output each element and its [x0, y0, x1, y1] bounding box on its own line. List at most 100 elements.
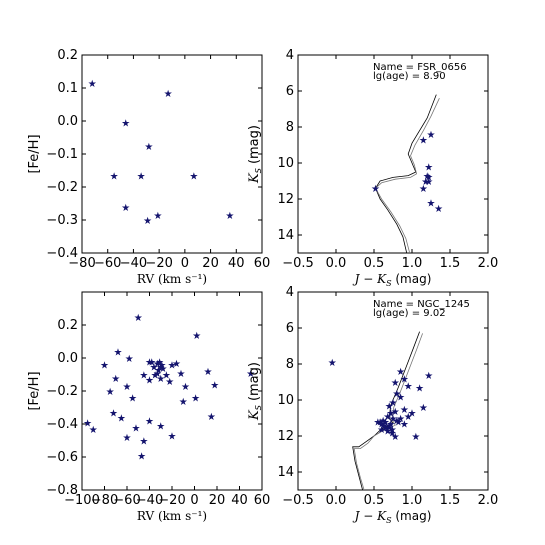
data-point-star: ★	[388, 425, 397, 436]
data-point-star: ★	[153, 211, 162, 222]
data-point-star: ★	[179, 397, 188, 408]
y-axis-label: [Fe/H]	[27, 134, 42, 173]
data-point-star: ★	[424, 163, 433, 174]
data-point-star: ★	[392, 389, 401, 400]
data-point-star: ★	[157, 361, 166, 372]
data-point-star: ★	[379, 421, 388, 432]
x-tick-label: −60	[94, 256, 121, 271]
data-point-star: ★	[419, 184, 428, 195]
x-tick-label: −80	[68, 256, 95, 271]
y-tick-label: 6	[286, 84, 294, 99]
data-point-star: ★	[156, 422, 165, 433]
data-point-star: ★	[83, 418, 92, 429]
data-point-star: ★	[147, 357, 156, 368]
y-tick-label: 12	[277, 192, 294, 207]
data-point-star: ★	[156, 362, 165, 373]
x-tick-label: −60	[113, 493, 140, 508]
x-tick-label: −20	[158, 493, 185, 508]
data-point-star: ★	[381, 423, 390, 434]
data-point-star: ★	[191, 394, 200, 405]
data-point-star: ★	[392, 416, 401, 427]
y-tick-label: 6	[286, 321, 294, 336]
data-point-star: ★	[427, 130, 436, 141]
data-point-star: ★	[155, 357, 164, 368]
data-point-star: ★	[421, 177, 430, 188]
y-tick-label: −0.2	[46, 180, 78, 195]
data-point-star: ★	[383, 412, 392, 423]
data-point-star: ★	[100, 361, 109, 372]
data-point-star: ★	[153, 369, 162, 380]
y-tick-label: 10	[277, 393, 294, 408]
x-tick-label: 1.5	[440, 256, 461, 271]
y-tick-label: 14	[277, 228, 294, 243]
cluster-annotation: lg(age) = 8.90	[373, 71, 446, 82]
y-tick-label: 0.2	[57, 48, 78, 63]
data-point-star: ★	[172, 359, 181, 370]
x-axis-label: RV (km s⁻¹)	[137, 272, 207, 286]
data-point-star: ★	[396, 392, 405, 403]
y-tick-label: −0.3	[46, 213, 78, 228]
data-point-star: ★	[383, 427, 392, 438]
data-point-star: ★	[137, 451, 146, 462]
isochrone-curve	[375, 98, 440, 189]
x-tick-label: 2.0	[478, 493, 499, 508]
data-point-star: ★	[89, 425, 98, 436]
data-point-star: ★	[150, 362, 159, 373]
x-tick-label: 0.5	[364, 256, 385, 271]
isochrone-curve	[352, 435, 375, 491]
data-point-star: ★	[389, 398, 398, 409]
isochrone-curve	[375, 188, 408, 254]
y-tick-label: −0.8	[46, 483, 78, 498]
data-point-star: ★	[225, 211, 234, 222]
panel-cmd-top: −0.5 0.0 0.5 1.0 1.5 2.0 4 6 8 10 12 14 J − KS (mag)…	[247, 48, 498, 288]
data-point-star: ★	[154, 366, 163, 377]
x-tick-label: 1.0	[402, 493, 423, 508]
data-point-star: ★	[424, 173, 433, 184]
data-point-star: ★	[204, 367, 213, 378]
data-point-star: ★	[411, 432, 420, 443]
isochrone-curve	[373, 333, 423, 437]
x-tick-label: 0	[190, 493, 198, 508]
data-point-star: ★	[396, 367, 405, 378]
y-tick-label: 0.2	[57, 318, 78, 333]
data-point-star: ★	[391, 432, 400, 443]
x-tick-label: 2.0	[478, 256, 499, 271]
x-tick-label: −100	[64, 493, 100, 508]
data-point-star: ★	[404, 382, 413, 393]
data-point-star: ★	[385, 423, 394, 434]
data-point-star: ★	[385, 421, 394, 432]
data-point-star: ★	[121, 119, 130, 130]
data-point-star: ★	[151, 371, 160, 382]
data-point-star: ★	[396, 414, 405, 425]
data-point-star: ★	[424, 371, 433, 382]
data-point-star: ★	[168, 432, 177, 443]
data-point-star: ★	[123, 433, 132, 444]
data-point-star: ★	[246, 369, 255, 380]
data-point-star: ★	[106, 387, 115, 398]
data-point-star: ★	[121, 203, 130, 214]
data-point-star: ★	[382, 423, 391, 434]
data-point-star: ★	[114, 347, 123, 358]
y-tick-label: 0.0	[57, 351, 78, 366]
x-tick-label: 0.0	[326, 493, 347, 508]
y-tick-label: −0.4	[46, 246, 78, 261]
data-point-star: ★	[125, 354, 134, 365]
y-tick-label: 8	[286, 357, 294, 372]
x-tick-label: −40	[120, 256, 147, 271]
data-point-star: ★	[144, 142, 153, 153]
data-point-star: ★	[400, 405, 409, 416]
y-tick-label: 12	[277, 429, 294, 444]
y-axis-label: [Fe/H]	[27, 371, 42, 410]
x-tick-label: 1.0	[402, 256, 423, 271]
data-point-star: ★	[207, 412, 216, 423]
data-point-star: ★	[159, 364, 168, 375]
cluster-annotation: Name = NGC_1245	[373, 299, 470, 310]
y-tick-label: 4	[286, 48, 294, 63]
data-point-star: ★	[424, 177, 433, 188]
data-point-star: ★	[117, 413, 126, 424]
isochrone-curve	[373, 331, 420, 437]
x-tick-label: 40	[228, 256, 245, 271]
axes-frame	[81, 54, 263, 254]
y-tick-label: 0.1	[57, 81, 78, 96]
